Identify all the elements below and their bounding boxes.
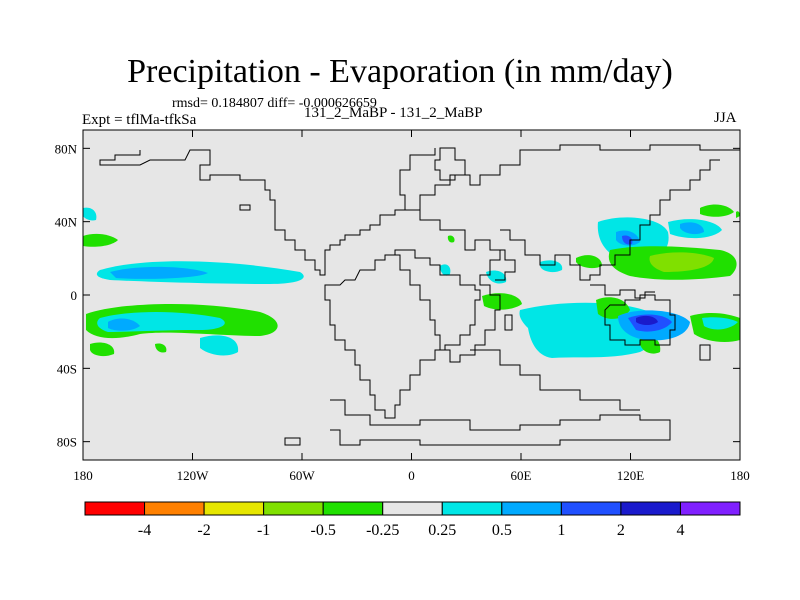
colorbar-label: 1 bbox=[557, 522, 565, 539]
colorbar-swatch bbox=[382, 501, 443, 516]
contour-mc-cyan-east bbox=[702, 317, 738, 330]
colorbar-label: 2 bbox=[617, 522, 625, 539]
y-tick-label: 40S bbox=[57, 361, 77, 376]
x-tick-label: 120E bbox=[617, 468, 645, 483]
colorbar: -4 -2 -1 -0.5 -0.25 0.25 0.5 1 2 4 bbox=[84, 501, 741, 539]
colorbar-swatch bbox=[322, 501, 384, 516]
colorbar-label: 0.5 bbox=[492, 522, 512, 539]
coastline-madagascar bbox=[504, 314, 513, 331]
colorbar-label: -0.5 bbox=[311, 522, 336, 539]
contour-greenland-green bbox=[736, 211, 740, 218]
colorbar-label: -2 bbox=[197, 522, 210, 539]
coastline-south-america bbox=[324, 249, 481, 419]
colorbar-label: -0.25 bbox=[366, 522, 399, 539]
coastline-newzealand bbox=[699, 344, 711, 361]
contour-np-east-green bbox=[700, 204, 734, 217]
contour-np-cyan-1 bbox=[83, 207, 97, 221]
y-tick-label: 40N bbox=[55, 215, 78, 230]
map-background bbox=[83, 130, 740, 460]
contour-np-east-blue bbox=[680, 222, 704, 235]
colorbar-swatch bbox=[501, 501, 562, 516]
contour-sp-green-3 bbox=[155, 343, 167, 353]
coastline-europe-asia bbox=[419, 144, 740, 210]
coastline-arabia bbox=[490, 249, 516, 281]
coastline-australia bbox=[604, 294, 676, 346]
coastline-africa bbox=[395, 209, 501, 363]
coastline-north-america bbox=[99, 148, 436, 276]
contour-atl-green bbox=[447, 235, 455, 243]
coastlines bbox=[99, 144, 740, 446]
colorbar-swatch bbox=[84, 501, 146, 516]
y-tick-label: 80N bbox=[55, 141, 78, 156]
contour-sp-blue bbox=[108, 318, 140, 331]
colorbar-swatch bbox=[441, 501, 503, 516]
colorbar-label: 4 bbox=[676, 522, 684, 539]
colorbar-swatch bbox=[144, 501, 205, 516]
x-axis: 180 120W 60W 0 60E 120E 180 bbox=[73, 130, 750, 483]
y-axis: 80N 40N 0 40S 80S bbox=[55, 141, 740, 450]
comparison-label: 131_2_MaBP - 131_2_MaBP bbox=[304, 105, 483, 121]
colorbar-swatch bbox=[620, 501, 681, 516]
coastline-hudson bbox=[239, 204, 251, 211]
contour-atl-cyan bbox=[440, 264, 451, 276]
coastline-asia-south bbox=[500, 159, 720, 281]
contour-ea-yellowgreen bbox=[649, 252, 714, 272]
coastline-small-island bbox=[284, 437, 301, 446]
x-tick-label: 0 bbox=[408, 468, 415, 483]
coastline-antarctica-east bbox=[470, 349, 640, 411]
y-tick-label: 80S bbox=[57, 435, 77, 450]
season-label: JJA bbox=[714, 110, 737, 126]
colorbar-swatch bbox=[560, 501, 622, 516]
colorbar-label: -4 bbox=[138, 522, 151, 539]
colorbar-swatch bbox=[679, 501, 741, 516]
contour-sp-green-2 bbox=[90, 342, 115, 357]
stats-line: rmsd= 0.184807 diff= -0.000626659 bbox=[172, 96, 377, 111]
x-tick-label: 60W bbox=[289, 468, 315, 483]
colorbar-swatch bbox=[203, 501, 265, 516]
contour-sp-cyan-2 bbox=[200, 335, 239, 356]
contour-mid-green bbox=[576, 255, 602, 269]
colorbar-swatch bbox=[263, 501, 324, 516]
contour-mc-navy bbox=[636, 315, 658, 325]
x-tick-label: 180 bbox=[730, 468, 750, 483]
plot-title: Precipitation - Evaporation (in mm/day) bbox=[127, 53, 673, 90]
coastline-antarctica bbox=[330, 399, 671, 446]
contour-africa-green bbox=[482, 293, 522, 310]
colorbar-label: -1 bbox=[257, 522, 270, 539]
x-tick-label: 60E bbox=[511, 468, 532, 483]
contour-np-green-1 bbox=[83, 233, 118, 247]
contour-itcz-blue bbox=[110, 266, 208, 279]
x-tick-label: 180 bbox=[73, 468, 93, 483]
y-tick-label: 0 bbox=[71, 288, 78, 303]
x-tick-label: 120W bbox=[177, 468, 210, 483]
coastline-greenland bbox=[434, 147, 466, 181]
experiment-label: Expt = tflMa-tfkSa bbox=[82, 112, 197, 128]
contour-mid-cyan bbox=[540, 260, 563, 273]
colorbar-label: 0.25 bbox=[428, 522, 456, 539]
